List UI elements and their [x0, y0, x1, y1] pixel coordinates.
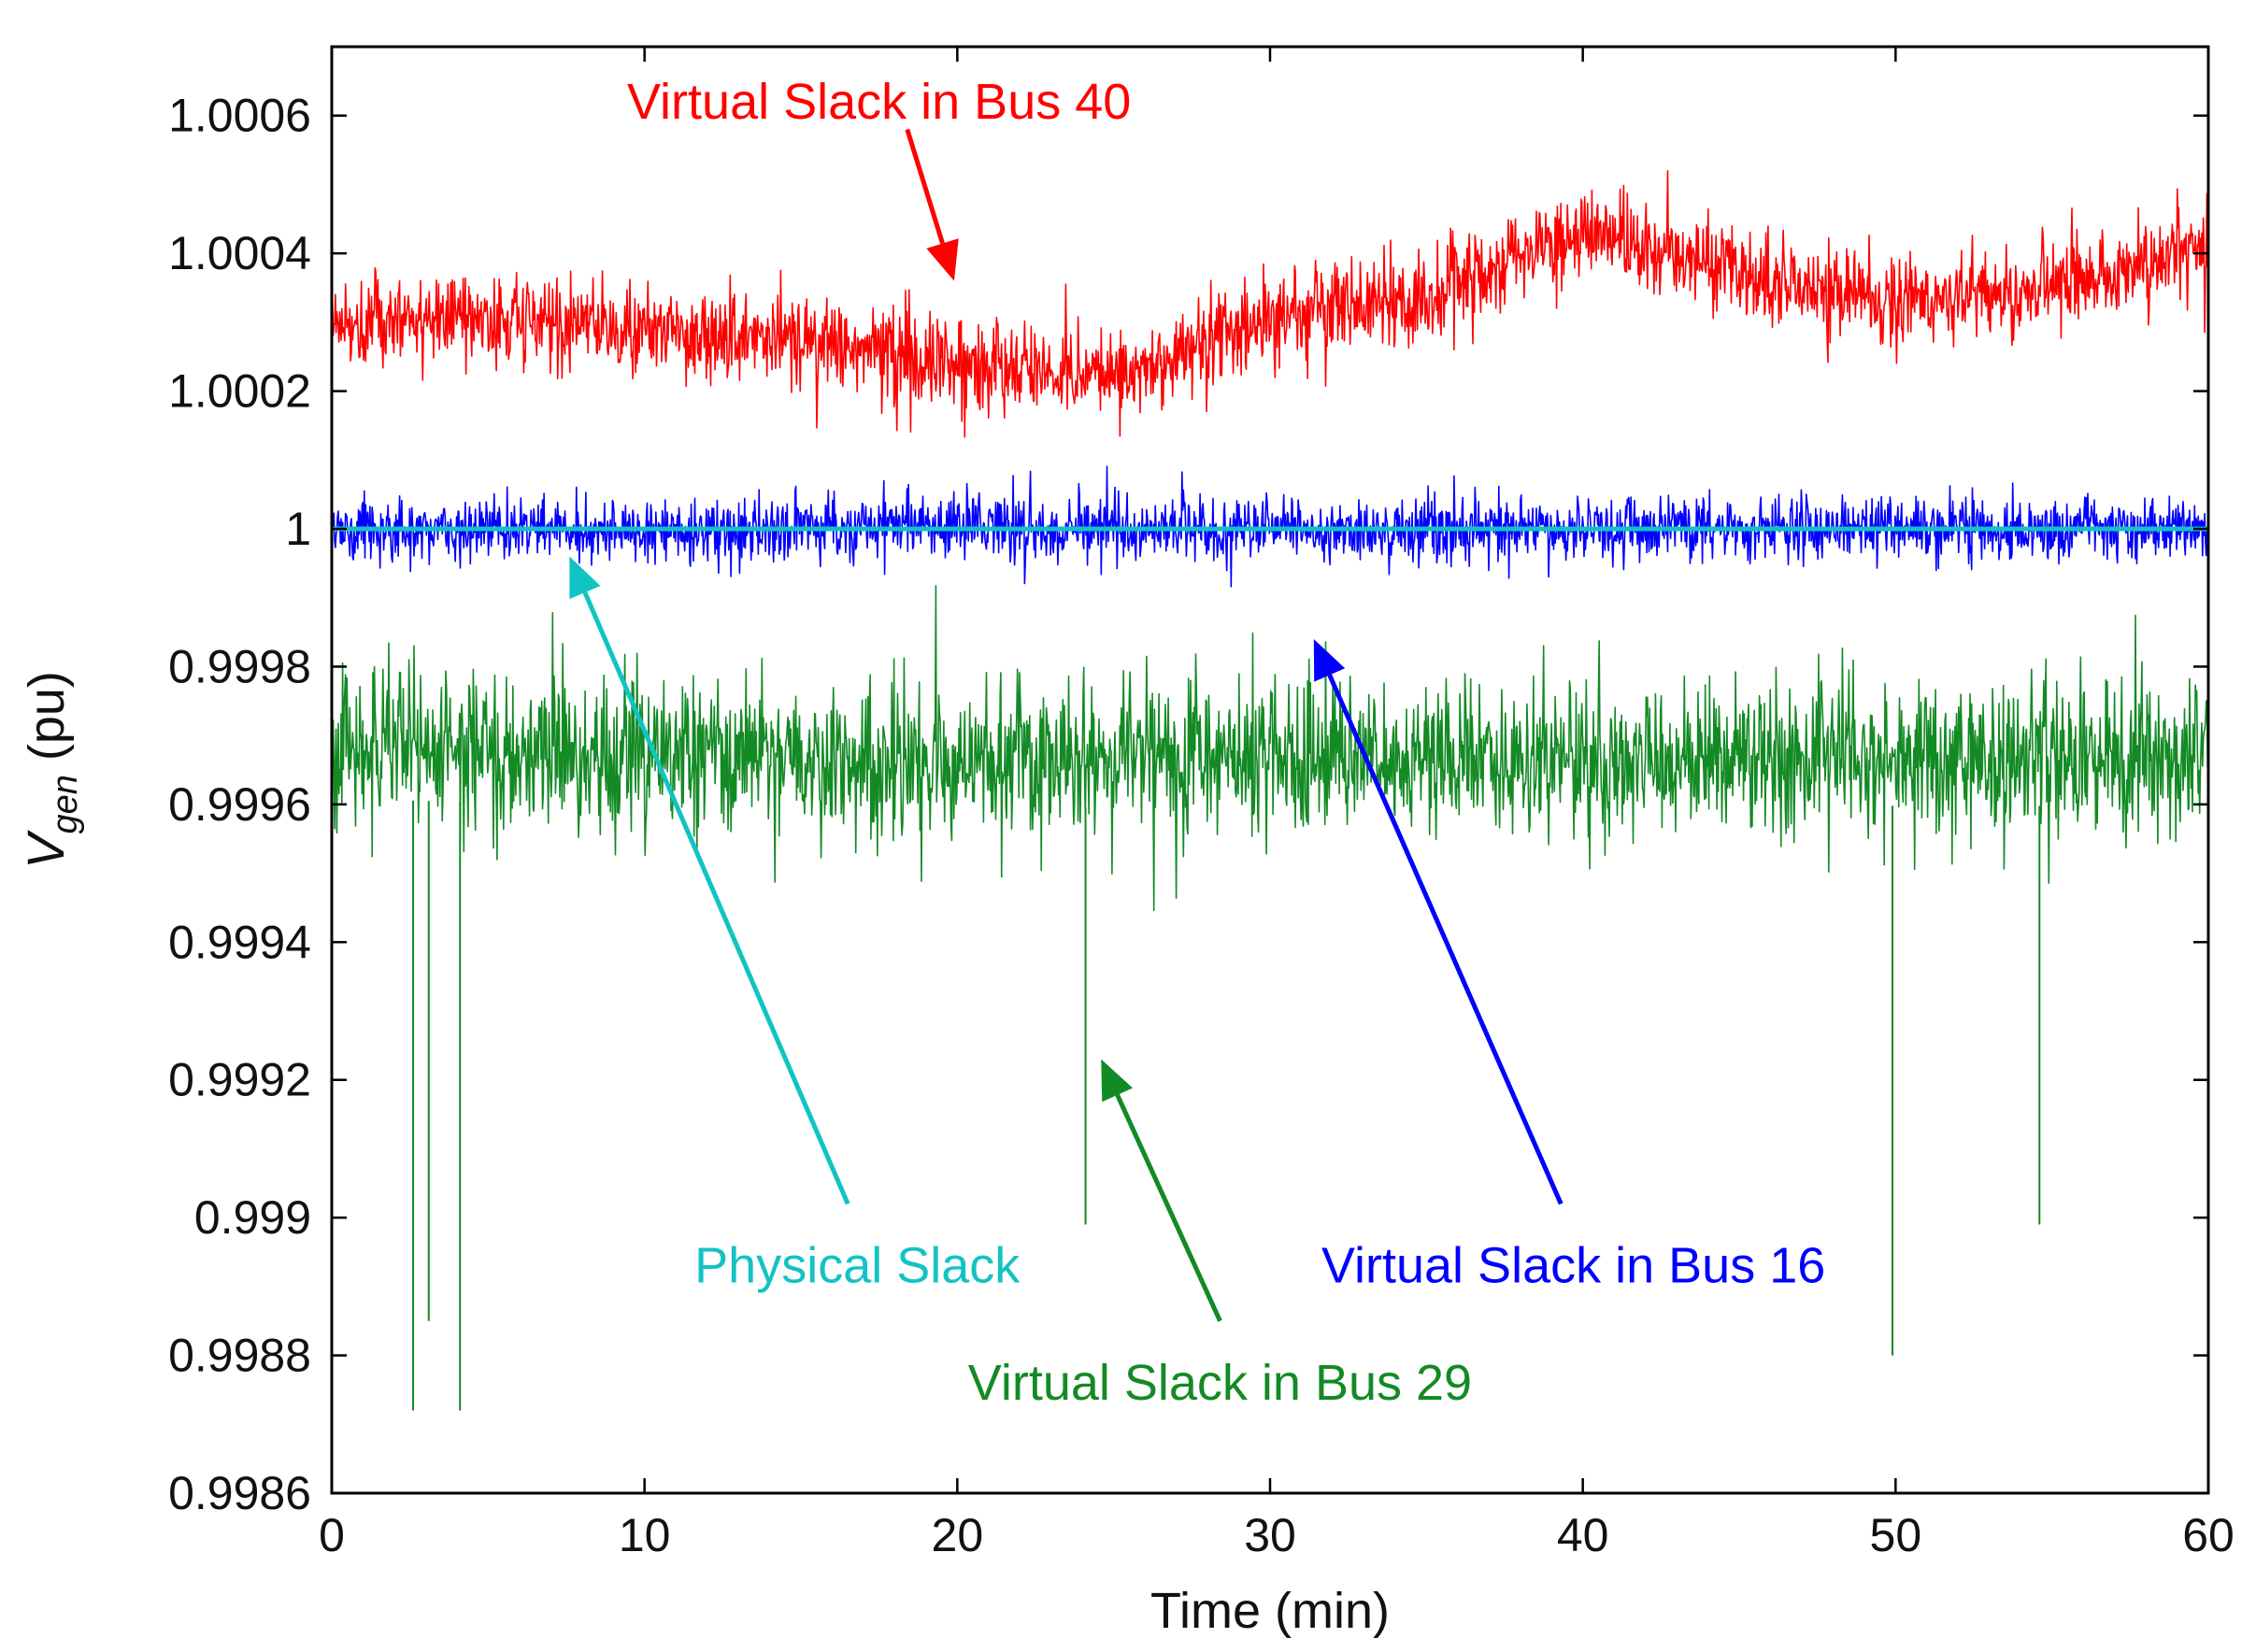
y-tick-label: 1.0002: [168, 365, 311, 418]
ann-physical-arrow-head: [569, 556, 601, 600]
ann-bus16-arrow-head: [1313, 638, 1346, 682]
series-virtual-slack-in-bus-29: [332, 585, 2208, 912]
x-tick-label: 30: [1244, 1509, 1296, 1561]
y-tick-label: 1.0004: [168, 227, 311, 279]
ann-physical-label: Physical Slack: [694, 1238, 1021, 1294]
x-tick-label: 10: [619, 1509, 671, 1561]
ann-bus29-label: Virtual Slack in Bus 29: [968, 1355, 1472, 1411]
ann-bus29-arrow-head: [1101, 1059, 1134, 1103]
ann-bus40-arrow-line: [905, 128, 945, 245]
y-tick-label: 0.9996: [168, 778, 311, 831]
y-tick-label: 0.9986: [168, 1467, 311, 1519]
y-tick-label: 0.9994: [168, 916, 311, 968]
ann-bus40-label: Virtual Slack in Bus 40: [627, 74, 1131, 130]
y-axis-title: Vgen (pu): [16, 671, 85, 869]
y-tick-label: 1: [285, 503, 311, 555]
series-layer: [332, 170, 2208, 1411]
y-axis-title-sub: gen: [46, 775, 85, 833]
x-tick-label: 40: [1557, 1509, 1609, 1561]
y-axis-title-main: V: [16, 830, 75, 869]
ann-bus29-arrow-line: [1115, 1093, 1222, 1322]
x-tick-label: 20: [932, 1509, 984, 1561]
ann-bus16: Virtual Slack in Bus 16: [1313, 638, 1825, 1294]
y-tick-label: 0.999: [194, 1191, 311, 1244]
y-tick-label: 0.9992: [168, 1054, 311, 1106]
annotation-layer: Virtual Slack in Bus 40 Physical Slack Vir…: [569, 74, 1825, 1411]
ann-physical: Physical Slack: [569, 556, 1021, 1294]
ann-bus29: Virtual Slack in Bus 29: [968, 1059, 1472, 1411]
y-tick-label: 0.9988: [168, 1330, 311, 1382]
x-axis-title: Time (min): [1150, 1583, 1390, 1639]
ann-bus16-label: Virtual Slack in Bus 16: [1321, 1238, 1825, 1294]
tick-layer: 0 10 20 30 40 50 60 0.9986 0.9988 0.999 0.9992 0.99…: [168, 47, 2235, 1561]
series-virtual-slack-in-bus-40: [332, 170, 2208, 438]
y-tick-label: 0.9998: [168, 640, 311, 692]
ann-bus16-arrow-line: [1327, 674, 1563, 1205]
x-tick-label: 60: [2182, 1509, 2235, 1561]
x-tick-label: 50: [1870, 1509, 1922, 1561]
y-tick-label: 1.0006: [168, 90, 311, 142]
ann-bus40: Virtual Slack in Bus 40: [627, 74, 1131, 281]
ann-physical-arrow-line: [582, 591, 850, 1205]
ann-bus40-arrow-head: [926, 238, 959, 281]
x-tick-label: 0: [319, 1509, 345, 1561]
y-axis-title-unit: (pu): [19, 671, 75, 775]
